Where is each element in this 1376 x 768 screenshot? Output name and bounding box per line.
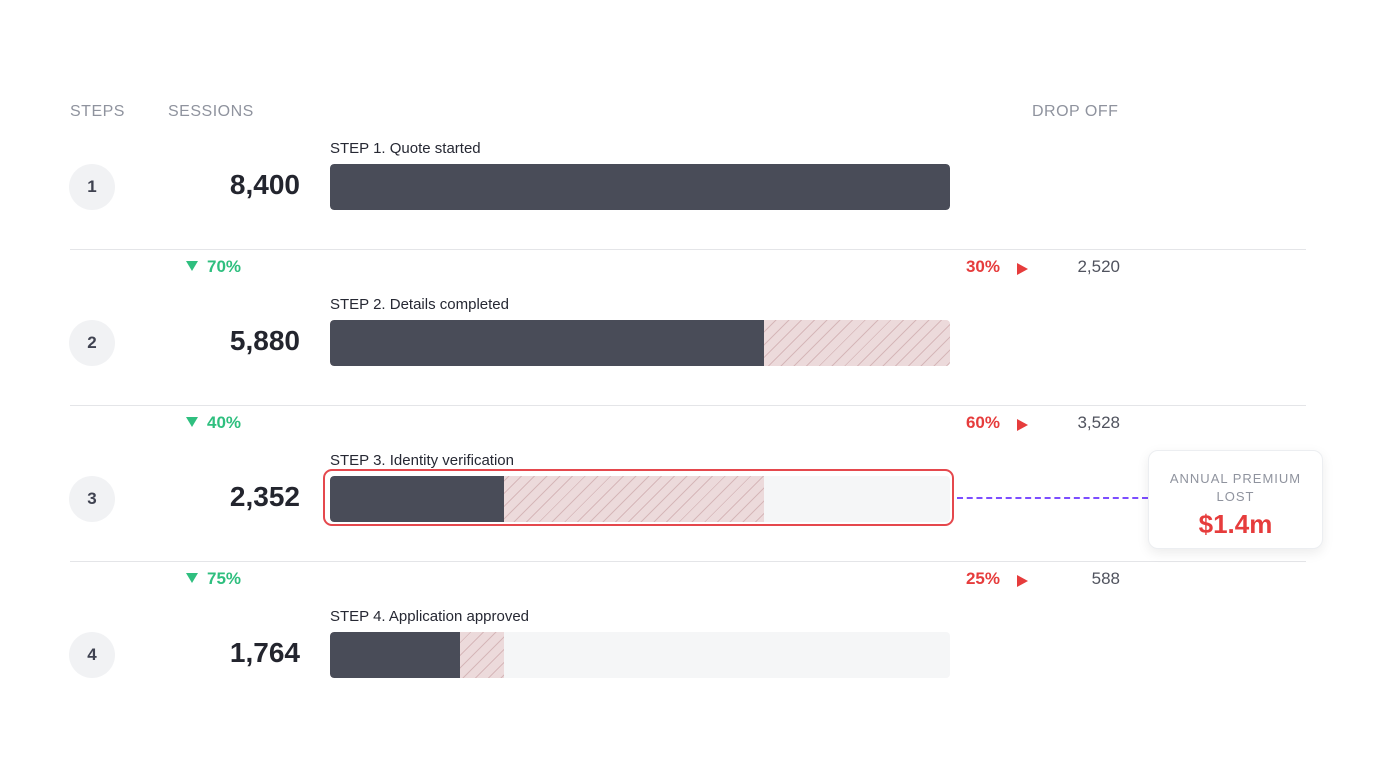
- step-number-badge: 4: [69, 632, 115, 678]
- row-divider: [70, 561, 1306, 562]
- conversion-value: 40%: [207, 413, 242, 432]
- conversion-rate: 40%: [186, 413, 241, 433]
- step-number-badge: 1: [69, 164, 115, 210]
- drop-off-header: DROP OFF: [1032, 103, 1119, 120]
- drop-off-count: 2,520: [1077, 257, 1120, 276]
- bar-track: [330, 320, 950, 366]
- step-number-badge: 3: [69, 476, 115, 522]
- bar-track: [330, 476, 950, 522]
- drop-off-count: 588: [1091, 569, 1120, 588]
- sessions-value: 8,400: [229, 169, 300, 200]
- play-arrow-icon: [1017, 419, 1028, 431]
- down-triangle-icon: [186, 573, 198, 583]
- callout-value: $1.4m: [1198, 509, 1273, 539]
- step-label: STEP 1. Quote started: [330, 140, 481, 157]
- sessions-header: SESSIONS: [168, 103, 254, 120]
- conversion-value: 75%: [207, 569, 242, 588]
- row-divider: [70, 405, 1306, 406]
- play-arrow-icon: [1017, 575, 1028, 587]
- bar-track: [330, 164, 950, 210]
- callout-connector: [957, 497, 1148, 499]
- conversion-rate: 75%: [186, 569, 241, 589]
- step-label: STEP 4. Application approved: [330, 608, 530, 625]
- steps-header: STEPS: [70, 103, 125, 120]
- bar-track: [330, 632, 950, 678]
- sessions-bar[interactable]: [330, 632, 460, 678]
- drop-off-percent: 30%: [965, 257, 1000, 276]
- funnel-row[interactable]: STEP 2. Details completed 2 5,880: [0, 287, 1376, 443]
- sessions-value: 5,880: [229, 325, 300, 356]
- sessions-bar[interactable]: [330, 320, 764, 366]
- callout-label: ANNUAL PREMIUM LOST: [1169, 471, 1302, 504]
- conversion-rate: 70%: [186, 257, 241, 277]
- step-label: STEP 3. Identity verification: [330, 452, 514, 469]
- highlighted-step-outline: [323, 469, 954, 526]
- down-triangle-icon: [186, 261, 198, 271]
- row-divider: [70, 249, 1306, 250]
- drop-off-count: 3,528: [1077, 413, 1120, 432]
- step-number-badge: 2: [69, 320, 115, 366]
- funnel-row[interactable]: STEP 4. Application approved 4 1,764: [0, 599, 1376, 755]
- sessions-value: 2,352: [229, 481, 300, 512]
- conversion-value: 70%: [207, 257, 242, 276]
- sessions-bar[interactable]: [330, 476, 504, 522]
- step-label: STEP 2. Details completed: [330, 296, 509, 313]
- sessions-bar[interactable]: [330, 164, 950, 210]
- drop-off-percent: 25%: [965, 569, 1000, 588]
- premium-lost-callout[interactable]: ANNUAL PREMIUM LOST $1.4m: [1148, 450, 1323, 549]
- sessions-value: 1,764: [229, 637, 300, 668]
- play-arrow-icon: [1017, 263, 1028, 275]
- funnel-row[interactable]: STEP 1. Quote started 1 8,400: [0, 131, 1376, 287]
- drop-off-percent: 60%: [965, 413, 1000, 432]
- down-triangle-icon: [186, 417, 198, 427]
- funnel-row[interactable]: STEP 3. Identity verification 3 2,352: [0, 443, 1376, 599]
